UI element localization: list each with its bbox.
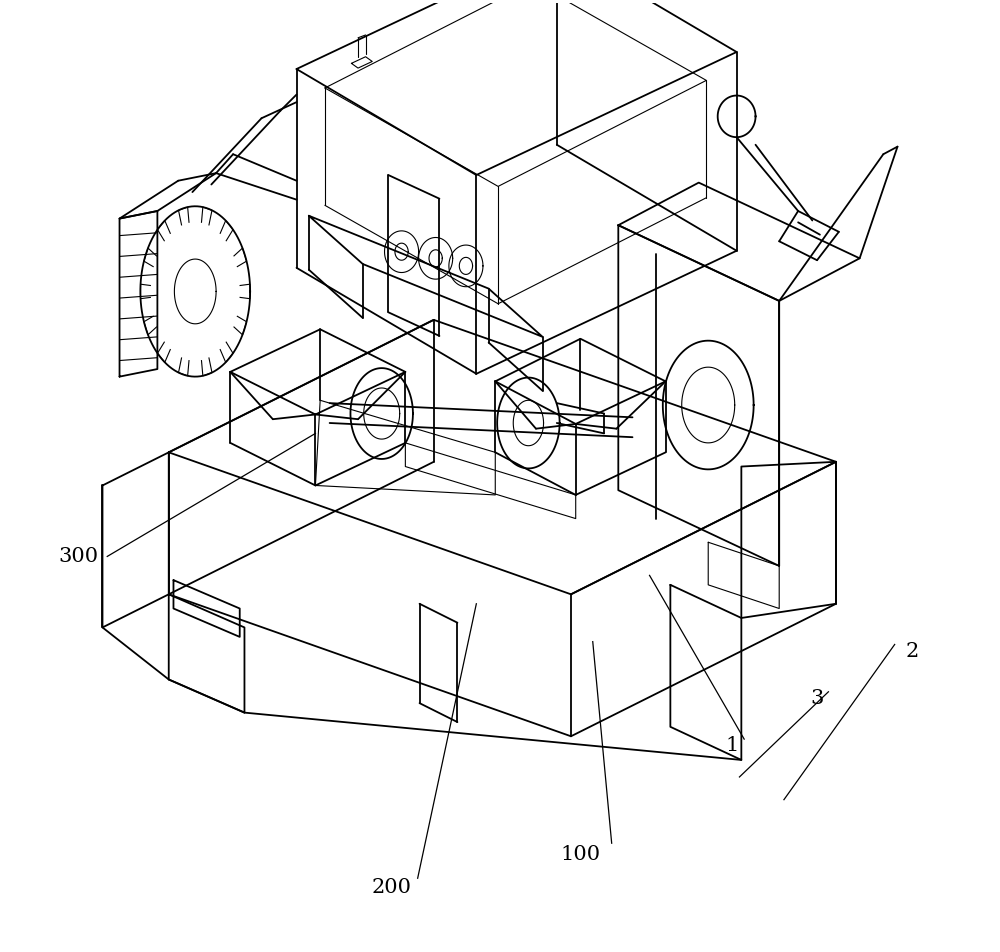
Text: 2: 2 [905, 642, 918, 661]
Text: 3: 3 [810, 689, 824, 708]
Text: 1: 1 [725, 736, 739, 755]
Text: 100: 100 [560, 845, 601, 864]
Text: 200: 200 [371, 878, 411, 897]
Text: 300: 300 [59, 547, 99, 565]
